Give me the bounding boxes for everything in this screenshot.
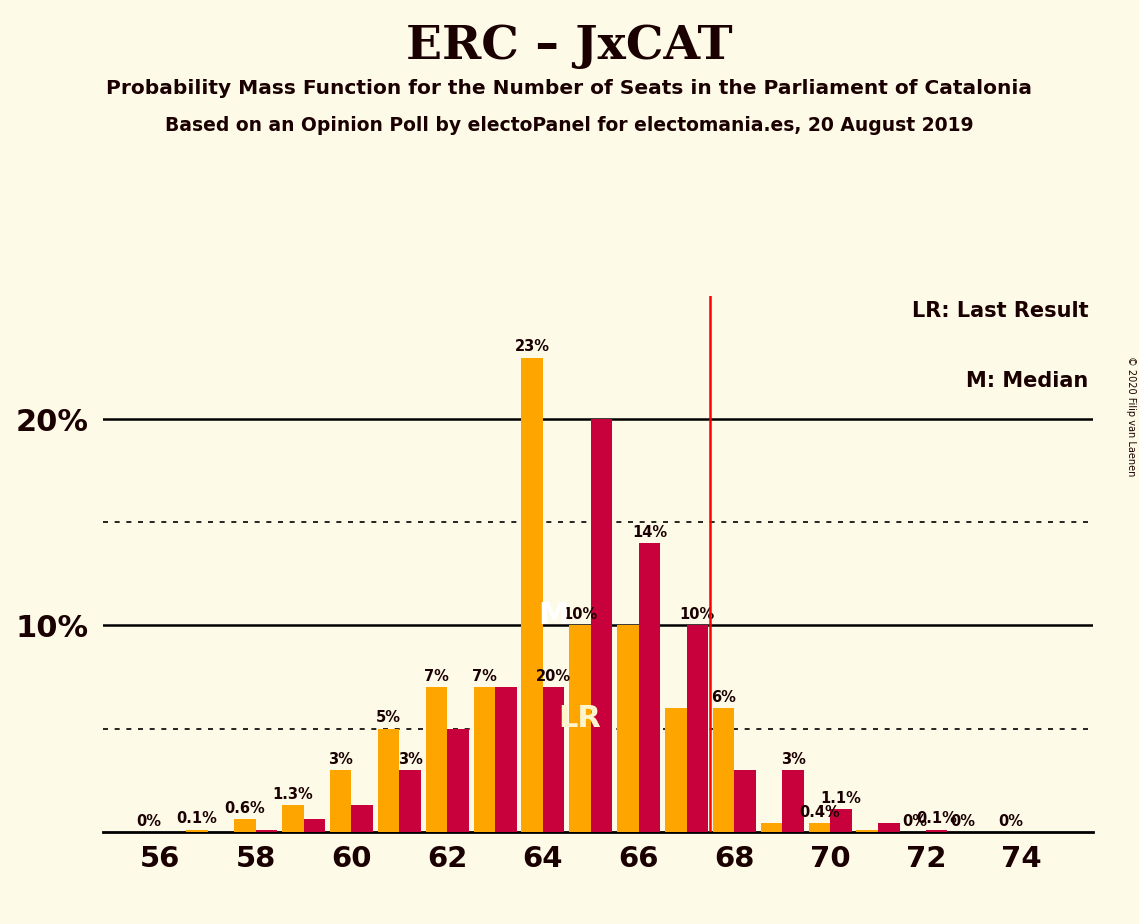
Text: 20%: 20% bbox=[536, 669, 572, 684]
Text: 7%: 7% bbox=[424, 669, 449, 684]
Text: Based on an Opinion Poll by electoPanel for electomania.es, 20 August 2019: Based on an Opinion Poll by electoPanel … bbox=[165, 116, 974, 136]
Bar bbox=[687, 626, 708, 832]
Text: 3%: 3% bbox=[398, 751, 423, 767]
Text: 1.3%: 1.3% bbox=[272, 786, 313, 802]
Bar bbox=[187, 830, 207, 832]
Bar bbox=[570, 626, 591, 832]
Bar bbox=[713, 708, 735, 832]
Bar bbox=[665, 708, 687, 832]
Bar bbox=[474, 687, 495, 832]
Bar bbox=[761, 823, 782, 832]
Bar bbox=[426, 687, 448, 832]
Bar bbox=[400, 770, 420, 832]
Bar bbox=[617, 626, 639, 832]
Text: 0%: 0% bbox=[950, 813, 975, 829]
Bar bbox=[830, 808, 852, 832]
Text: 10%: 10% bbox=[680, 607, 715, 623]
Text: LR: LR bbox=[558, 704, 601, 733]
Bar bbox=[735, 770, 756, 832]
Text: 1.1%: 1.1% bbox=[820, 791, 861, 806]
Text: 23%: 23% bbox=[515, 339, 550, 355]
Bar bbox=[255, 830, 277, 832]
Bar bbox=[522, 358, 543, 832]
Text: 0.1%: 0.1% bbox=[177, 811, 218, 826]
Bar bbox=[857, 830, 878, 832]
Text: 0.6%: 0.6% bbox=[224, 801, 265, 816]
Text: 3%: 3% bbox=[780, 751, 805, 767]
Text: 3%: 3% bbox=[328, 751, 353, 767]
Bar bbox=[809, 823, 830, 832]
Bar bbox=[378, 728, 400, 832]
Text: LR: Last Result: LR: Last Result bbox=[912, 301, 1089, 321]
Text: 7%: 7% bbox=[472, 669, 497, 684]
Text: 10%: 10% bbox=[563, 607, 598, 623]
Bar bbox=[639, 543, 661, 832]
Bar bbox=[926, 830, 948, 832]
Text: 0.4%: 0.4% bbox=[798, 805, 839, 821]
Text: M: Median: M: Median bbox=[966, 371, 1089, 391]
Bar bbox=[304, 820, 325, 832]
Text: ERC – JxCAT: ERC – JxCAT bbox=[407, 23, 732, 69]
Bar bbox=[330, 770, 352, 832]
Bar bbox=[282, 805, 304, 832]
Bar bbox=[543, 687, 565, 832]
Bar bbox=[591, 419, 613, 832]
Text: 5%: 5% bbox=[376, 711, 401, 725]
Text: M: M bbox=[539, 601, 568, 629]
Text: Probability Mass Function for the Number of Seats in the Parliament of Catalonia: Probability Mass Function for the Number… bbox=[107, 79, 1032, 98]
Bar bbox=[235, 820, 255, 832]
Bar bbox=[878, 823, 900, 832]
Bar bbox=[495, 687, 517, 832]
Text: 6%: 6% bbox=[711, 690, 736, 705]
Bar bbox=[448, 728, 469, 832]
Bar bbox=[782, 770, 804, 832]
Text: 14%: 14% bbox=[632, 525, 667, 540]
Text: 0%: 0% bbox=[999, 813, 1023, 829]
Text: 0%: 0% bbox=[902, 813, 927, 829]
Text: 0%: 0% bbox=[137, 813, 162, 829]
Text: © 2020 Filip van Laenen: © 2020 Filip van Laenen bbox=[1126, 356, 1136, 476]
Text: 0.1%: 0.1% bbox=[916, 811, 957, 826]
Bar bbox=[352, 805, 372, 832]
